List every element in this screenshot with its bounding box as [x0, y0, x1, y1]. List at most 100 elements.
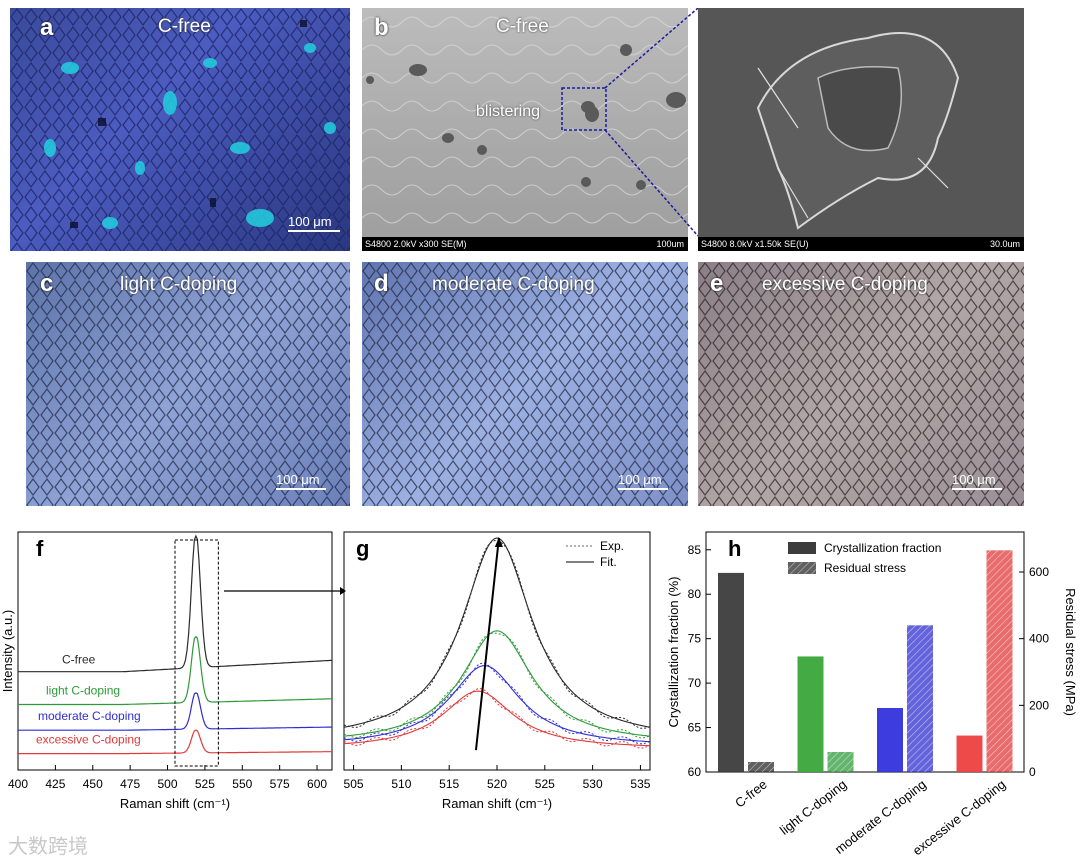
peak-shift-arrow: [474, 537, 500, 751]
x-axis-label: Raman shift (cm⁻¹): [120, 796, 230, 811]
panel-title: C-free: [496, 16, 549, 37]
blister-detail: [756, 32, 960, 230]
panel-letter: a: [40, 14, 54, 41]
x-tick-label: 510: [391, 777, 411, 791]
series-label: moderate C-doping: [38, 709, 141, 723]
series-fit-line: [343, 665, 651, 743]
scale-bar: 100 μm: [952, 472, 1002, 490]
x-tick-label: 575: [270, 777, 290, 791]
sem-info-bar: S4800 2.0kV x300 SE(M) 100um: [362, 237, 688, 251]
x-tick-label: 525: [535, 777, 555, 791]
legend-exp-label: Exp.: [600, 539, 624, 553]
plot-frame: [705, 531, 1025, 773]
x-tick-label: 535: [630, 777, 650, 791]
plot-frame: [17, 531, 333, 771]
y-tick-label: 75: [688, 632, 702, 646]
chart-h-svg: 60 65 70 75 80 85 0 200 400 600 Crystallization fr…: [666, 531, 1078, 858]
x-tick-label: 520: [487, 777, 507, 791]
micrograph-c: c light C-doping 100 μm: [26, 262, 350, 506]
x-category-label: C-free: [732, 777, 770, 811]
legend-fit-label: Fit.: [600, 555, 617, 569]
y-axis-label: Intensity (a.u.): [0, 610, 15, 692]
bar-crystallization: [718, 572, 744, 772]
micrograph-a: a C-free 100 μm: [10, 8, 350, 251]
y-tick-label: 70: [688, 676, 702, 690]
scale-bar: 100 μm: [618, 472, 668, 490]
series-label: light C-doping: [46, 683, 120, 697]
micrograph-e: e excessive C-doping 100 μm: [698, 262, 1024, 506]
x-tick-label: 475: [120, 777, 140, 791]
sem-info: S4800 2.0kV x300 SE(M): [365, 239, 467, 249]
panel-letter: b: [374, 14, 389, 41]
peak-shift-arrowhead: [494, 537, 503, 547]
panel-title: light C-doping: [120, 274, 238, 295]
x-tick-label: 425: [45, 777, 65, 791]
panel-letter: e: [710, 270, 724, 297]
chart-g-svg: 505 510 515 520 525 530 535 Raman shift (cm⁻¹) g…: [343, 531, 651, 811]
bar-residual-stress: [748, 762, 774, 772]
x-tick-label: 600: [307, 777, 327, 791]
micrograph-d: d moderate C-doping 100 μm: [362, 262, 688, 506]
sem-image-b: b C-free blistering S4800 2.0kV x300 SE(…: [362, 8, 688, 251]
series-fit-line: [343, 630, 651, 737]
panel-title: excessive C-doping: [762, 274, 928, 295]
legend-crystallization-label: Crystallization fraction: [824, 541, 941, 555]
x-tick-label: 530: [583, 777, 603, 791]
bar-crystallization: [956, 735, 983, 772]
chart-f-svg: 400 425 450 475 500 525 550 575 600 Raman shift (…: [0, 531, 333, 811]
y-axis-label: Crystallization fraction (%): [666, 577, 681, 728]
y-tick-label: 65: [688, 721, 702, 735]
bar-crystallization: [797, 656, 824, 772]
sem-scale: 30.0um: [989, 239, 1020, 249]
sem-info-bar: S4800 8.0kV x1.50k SE(U) 30.0um: [698, 237, 1024, 251]
series-exp-line: [343, 662, 651, 745]
y-tick-label: 60: [688, 765, 702, 779]
blistering-label: blistering: [476, 103, 541, 120]
sem-scale: 100um: [656, 239, 684, 249]
zoom-box: [174, 539, 219, 767]
legend-crystallization-swatch: [788, 542, 816, 554]
y2-tick-label: 200: [1029, 698, 1049, 712]
series-label: excessive C-doping: [36, 733, 141, 747]
x-tick-label: 450: [83, 777, 103, 791]
series-label: C-free: [62, 653, 96, 667]
chart-g: 505 510 515 520 525 530 535 Raman shift (cm⁻¹) g…: [338, 520, 656, 820]
legend-residual-label: Residual stress: [824, 561, 906, 575]
micrograph-a-texture: [10, 8, 350, 251]
y2-axis-label: Residual stress (MPa): [1063, 588, 1078, 716]
x-tick-label: 515: [439, 777, 459, 791]
panel-letter: f: [36, 536, 44, 561]
panel-letter: g: [356, 536, 369, 561]
panel-letter: h: [728, 536, 741, 561]
scale-bar: 100 μm: [288, 214, 340, 232]
y2-tick-label: 400: [1029, 632, 1049, 646]
bar-residual-stress: [986, 550, 1013, 772]
panel-letter: d: [374, 270, 389, 297]
series-fit-line: [343, 537, 651, 728]
chart-f: 400 425 450 475 500 525 550 575 600 Raman shift (…: [0, 520, 345, 820]
x-tick-label: 505: [344, 777, 364, 791]
series-line: [18, 534, 333, 673]
bar-residual-stress: [907, 625, 933, 772]
x-category-label: light C-doping: [777, 777, 849, 838]
zoom-arrow: [224, 587, 346, 595]
sem-info: S4800 8.0kV x1.50k SE(U): [701, 239, 809, 249]
series-exp-line: [343, 632, 651, 739]
scale-bar-label: 100 μm: [952, 472, 996, 487]
series-line: [18, 692, 332, 731]
x-axis-label: Raman shift (cm⁻¹): [442, 796, 552, 811]
bar-crystallization: [877, 708, 903, 772]
panel-title: moderate C-doping: [432, 274, 595, 295]
y-tick-label: 80: [688, 587, 702, 601]
scale-bar: 100 μm: [276, 472, 326, 490]
x-tick-label: 525: [195, 777, 215, 791]
micrograph-e-texture: [698, 262, 1024, 506]
watermark: 大数跨境: [8, 834, 88, 858]
legend-residual-swatch: [788, 562, 816, 574]
sem-image-b-zoom: S4800 8.0kV x1.50k SE(U) 30.0um: [698, 8, 1024, 251]
scale-bar-label: 100 μm: [276, 472, 320, 487]
y2-tick-label: 0: [1029, 765, 1036, 779]
chart-h: 60 65 70 75 80 85 0 200 400 600 Crystallization fr…: [660, 520, 1080, 860]
scale-bar-label: 100 μm: [618, 472, 662, 487]
zoom-connector: [604, 8, 699, 237]
